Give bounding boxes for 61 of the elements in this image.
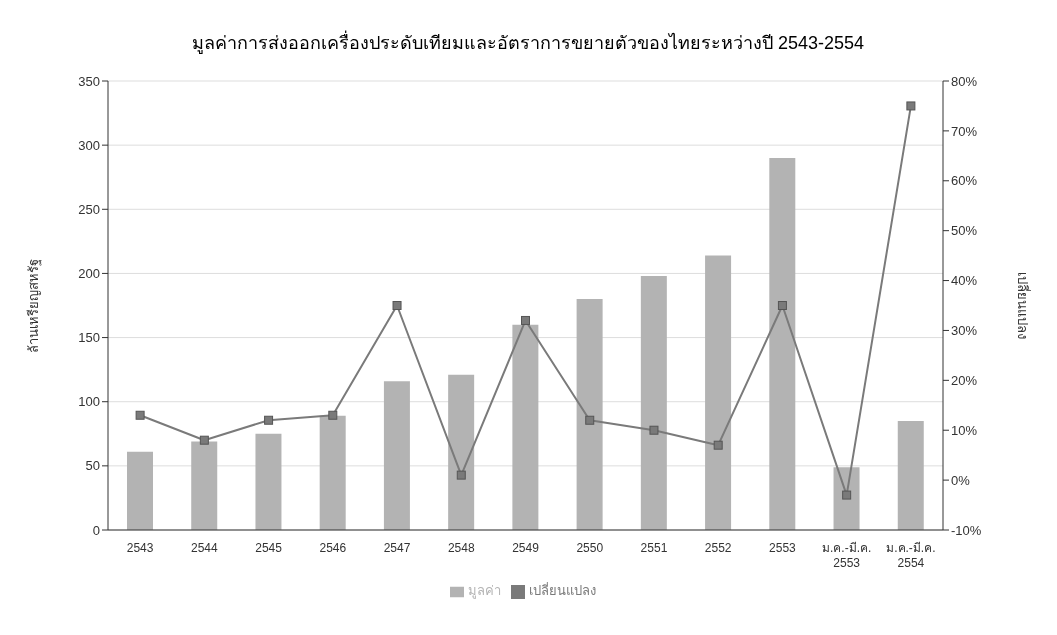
y2-tick-label: 80%	[951, 73, 978, 89]
y-tick-label: 150	[78, 330, 100, 346]
point	[842, 490, 852, 500]
bar	[640, 275, 667, 530]
legend-label: เปลี่ยนแปลง	[529, 583, 596, 598]
x-tick-label: 2547	[383, 541, 411, 555]
chart-title: มูลค่าการส่งออกเครื่องประดับเทียมและอัตราการขยายตัวของไทยระหว่างปี 2543-2554	[190, 29, 866, 56]
point	[199, 435, 209, 445]
point	[135, 410, 145, 420]
x-tick-label: 2543	[126, 541, 154, 555]
y2-tick-label: 0%	[951, 472, 971, 488]
bar	[705, 255, 732, 530]
point	[328, 410, 338, 420]
y-tick-label: 100	[78, 394, 100, 410]
y-tick-label: 350	[78, 73, 100, 89]
y2-axis-title: เปลี่ยนแปลง	[1015, 272, 1032, 339]
bar	[897, 420, 924, 530]
bar	[319, 415, 346, 530]
y-tick-label: 200	[78, 266, 100, 282]
x-tick-label: ม.ค.-มี.ค. 2553	[821, 541, 872, 570]
y-tick-label: 300	[78, 137, 100, 153]
y2-tick-label: 50%	[951, 223, 978, 239]
point	[264, 415, 274, 425]
y2-tick-label: 40%	[951, 273, 978, 289]
x-tick-label: 2549	[512, 541, 540, 555]
x-tick-label: 2548	[447, 541, 475, 555]
point	[777, 301, 787, 310]
bar	[512, 324, 539, 530]
legend-label: มูลค่า	[468, 583, 501, 598]
x-tick-label: 2545	[255, 541, 283, 555]
y2-tick-label: -10%	[951, 522, 982, 538]
y-tick-label: 0	[92, 522, 100, 538]
x-tick-label: 2553	[769, 541, 797, 555]
x-tick-label: ม.ค.-มี.ค. 2554	[886, 541, 936, 570]
point	[585, 415, 595, 425]
bar	[383, 381, 410, 530]
bar	[255, 433, 282, 530]
y2-tick-label: 10%	[951, 422, 978, 438]
bar	[576, 299, 603, 530]
y2-tick-label: 30%	[951, 323, 978, 339]
point	[456, 470, 466, 480]
point	[392, 301, 402, 310]
point	[649, 425, 659, 435]
y2-tick-label: 20%	[951, 372, 978, 388]
x-tick-label: 2552	[704, 541, 732, 555]
point	[713, 440, 723, 450]
bar	[769, 157, 796, 530]
x-tick-label: 2551	[640, 541, 668, 555]
point	[521, 315, 530, 325]
y-axis-title: ล้านเหรียญสหรัฐ	[25, 258, 42, 353]
y2-tick-label: 60%	[951, 173, 978, 189]
bar	[127, 451, 153, 530]
bar	[191, 441, 218, 530]
y-tick-label: 250	[78, 201, 100, 217]
bar	[448, 374, 475, 530]
y2-tick-label: 70%	[951, 123, 978, 139]
y-tick-label: 50	[85, 458, 100, 474]
point	[906, 101, 916, 111]
x-tick-label: 2544	[190, 541, 219, 555]
x-tick-label: 2546	[319, 541, 347, 555]
x-tick-label: 2550	[576, 541, 604, 555]
